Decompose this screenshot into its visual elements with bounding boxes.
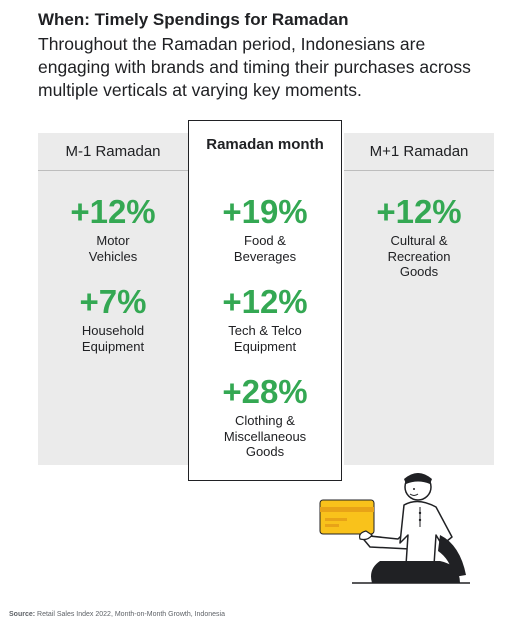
source-text: Retail Sales Index 2022, Month-on-Month … xyxy=(37,611,225,618)
stat-value: +7% xyxy=(79,283,147,320)
stat-label: Cultural & Recreation Goods xyxy=(387,233,451,279)
stat-value: +19% xyxy=(222,193,308,230)
source-note: Source: Retail Sales Index 2022, Month-o… xyxy=(9,611,225,618)
stat-value: +28% xyxy=(222,373,308,410)
stat-label: Food & Beverages xyxy=(233,233,297,264)
column-divider xyxy=(38,170,188,171)
stat-value: +12% xyxy=(376,193,462,230)
stat-motor-vehicles: +12% Motor Vehicles xyxy=(38,193,188,264)
column-header-ramadan-month: Ramadan month xyxy=(206,135,324,153)
person-with-payment-card-icon xyxy=(319,473,470,584)
column-divider xyxy=(344,170,494,171)
page-title: When: Timely Spendings for Ramadan xyxy=(38,10,349,29)
stat-label: Tech & Telco Equipment xyxy=(228,323,302,354)
column-m-plus-1: M+1 Ramadan +12% Cultural & Recreation G… xyxy=(344,133,494,465)
stat-tech-telco: +12% Tech & Telco Equipment xyxy=(189,283,341,354)
source-label: Source: xyxy=(9,611,36,618)
stat-label: Household Equipment xyxy=(81,323,145,354)
stat-household-equipment: +7% Household Equipment xyxy=(38,283,188,354)
stat-cultural-recreation: +12% Cultural & Recreation Goods xyxy=(344,193,494,280)
stat-label: Clothing & Miscellaneous Goods xyxy=(223,413,307,459)
stat-value: +12% xyxy=(70,193,156,230)
stat-clothing-misc: +28% Clothing & Miscellaneous Goods xyxy=(189,373,341,460)
column-header-m-plus-1: M+1 Ramadan xyxy=(369,143,469,160)
page-subtitle: Throughout the Ramadan period, Indonesia… xyxy=(38,34,471,100)
stat-value: +12% xyxy=(222,283,308,320)
column-m-minus-1: M-1 Ramadan +12% Motor Vehicles +7% Hous… xyxy=(38,133,188,465)
stat-food-beverages: +19% Food & Beverages xyxy=(189,193,341,264)
stat-label: Motor Vehicles xyxy=(88,233,138,264)
column-ramadan-month: Ramadan month +19% Food & Beverages +12%… xyxy=(188,120,342,481)
column-header-m-minus-1: M-1 Ramadan xyxy=(65,143,161,160)
